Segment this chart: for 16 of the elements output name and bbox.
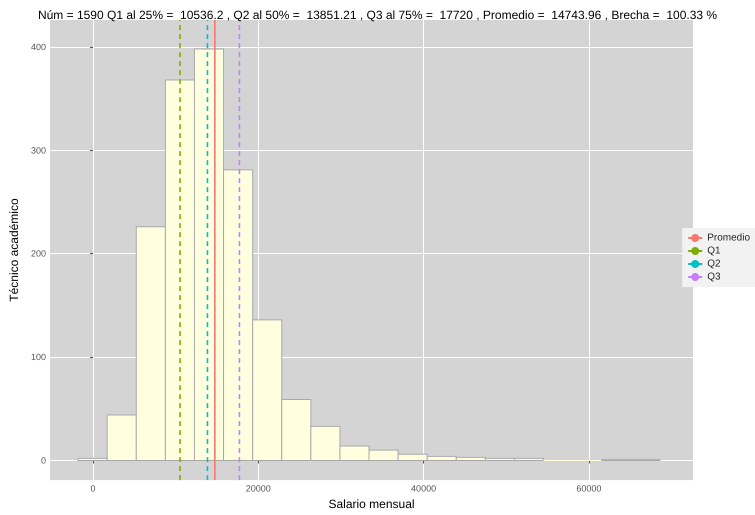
x-tick-label: 0 [90, 484, 96, 494]
legend-label: Promedio [707, 232, 750, 244]
x-tick-label: 60000 [576, 484, 602, 494]
legend-label: Q2 [707, 258, 721, 270]
x-tick-label: 20000 [246, 484, 271, 494]
y-tick-label: 300 [30, 145, 46, 156]
legend-label: Q3 [707, 272, 721, 282]
y-axis-title: Técnico académico [7, 198, 21, 302]
legend-label: Q1 [707, 246, 721, 256]
y-tick-label: 100 [30, 352, 46, 362]
y-tick-label: 400 [30, 42, 46, 52]
x-tick-label: 40000 [411, 484, 436, 494]
y-tick-label: 200 [30, 248, 46, 259]
chart-title: Núm = 1590 Q1 al 25% = 10536.2 , Q2 al 50% = 13851.21 , Q3 al 75% = 17720 , Promedio = 14743.96 , Brecha = 100.33 % [38, 8, 718, 22]
x-axis-title: Salario mensual [328, 497, 415, 511]
y-tick-label: 0 [40, 455, 46, 466]
